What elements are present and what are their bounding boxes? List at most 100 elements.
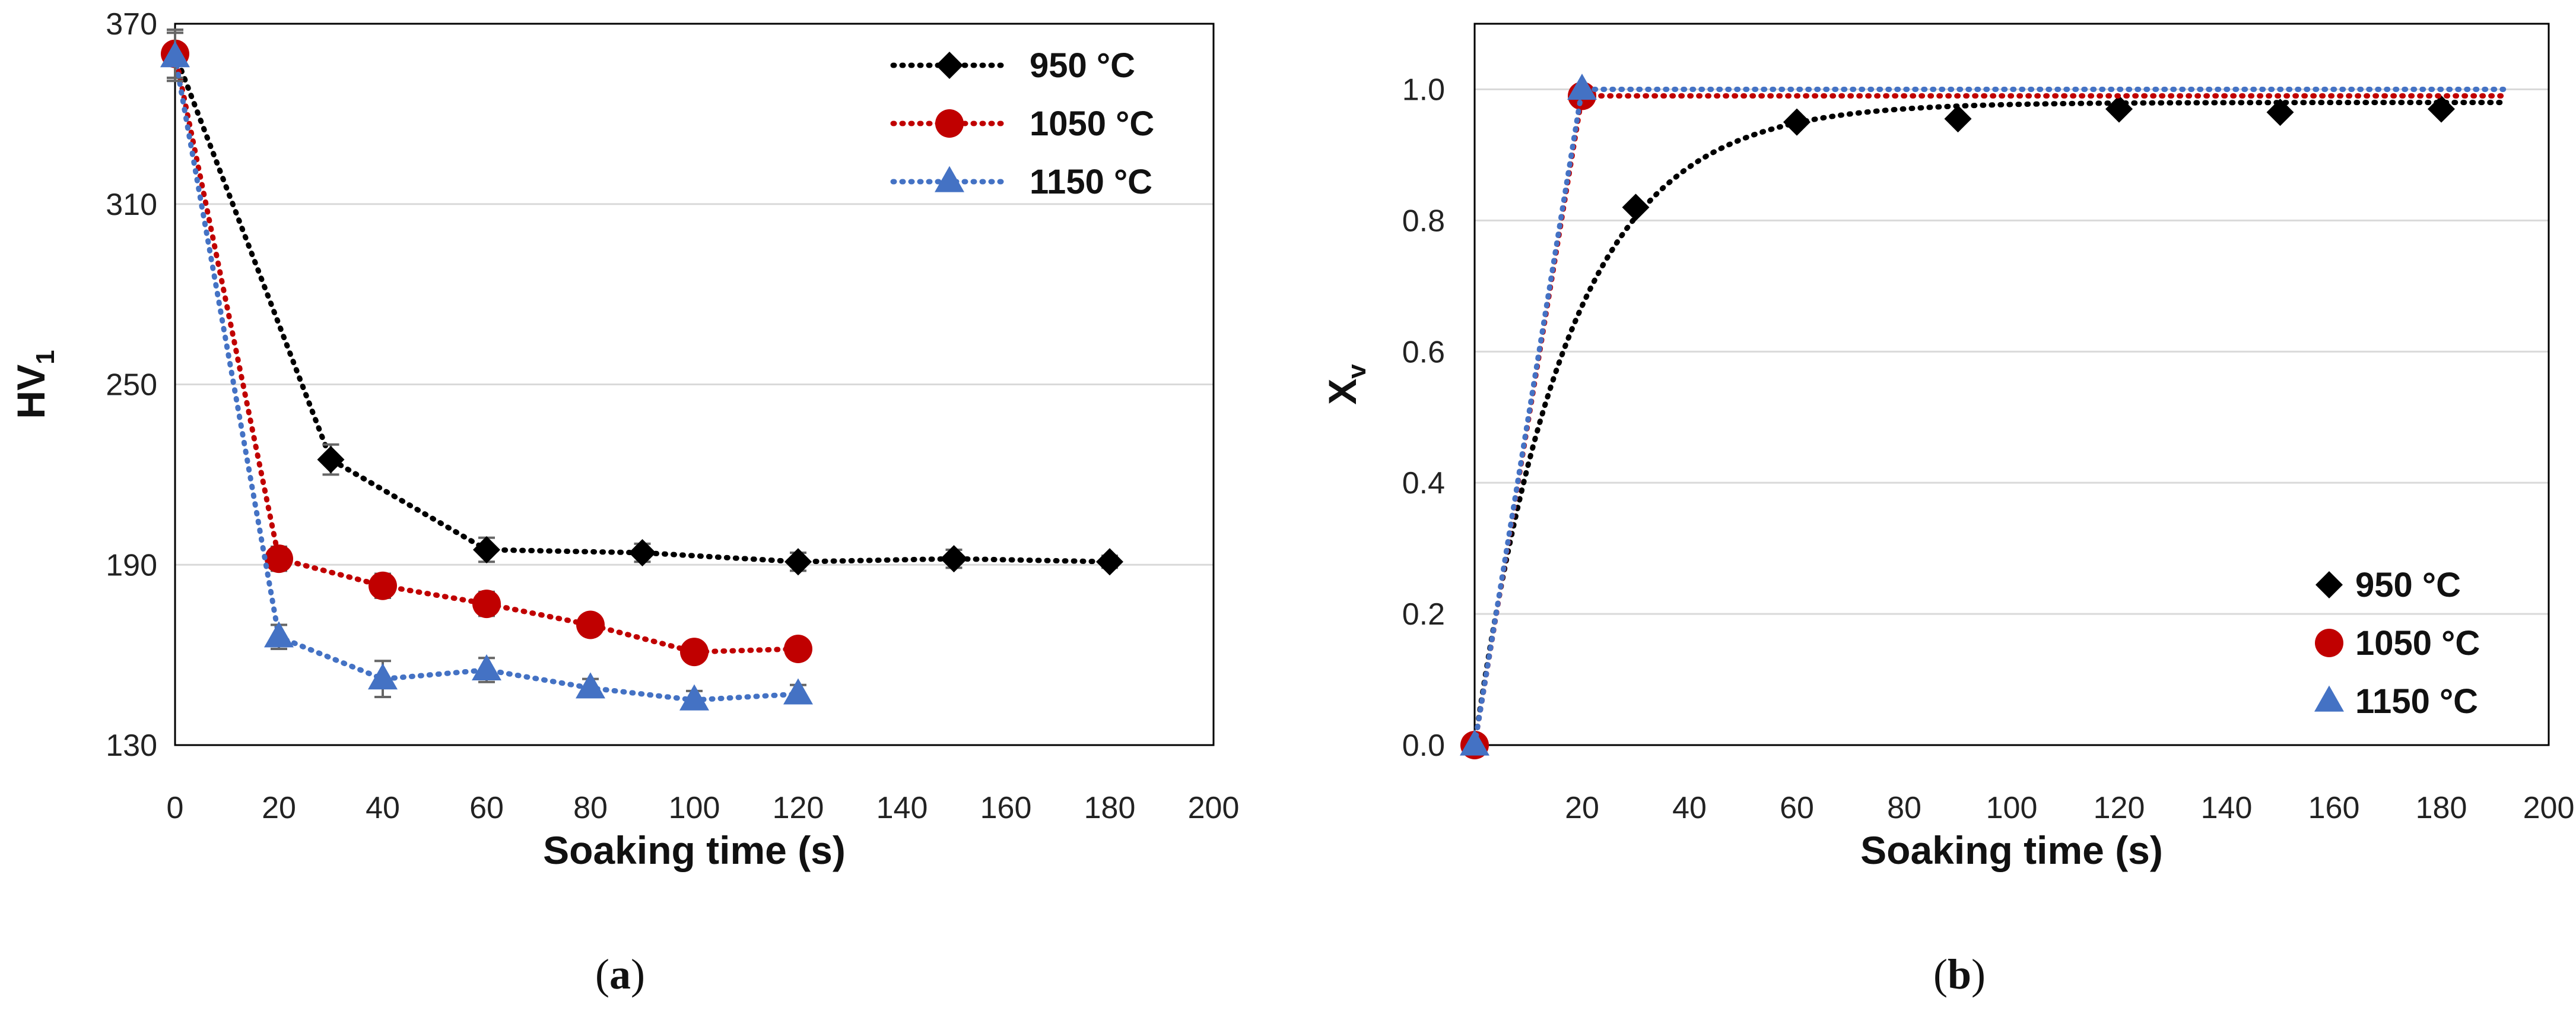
legend-label-0: 950 °C (2355, 566, 2461, 604)
data-point-0-2 (473, 536, 500, 563)
y-tick-label-3: 310 (106, 188, 157, 222)
data-point-0-3 (1944, 105, 1972, 133)
x-tick-label-0: 20 (1565, 791, 1599, 825)
x-axis-title: Soaking time (s) (543, 828, 846, 872)
legend-label-2: 1150 °C (1030, 163, 1152, 201)
panel-a-caption: (a) (595, 951, 645, 998)
data-point-0-1 (1622, 194, 1650, 221)
x-tick-label-2: 60 (1780, 791, 1814, 825)
data-point-0-6 (2428, 95, 2455, 123)
plot-frame (174, 23, 1215, 746)
x-tick-label-5: 120 (2094, 791, 2145, 825)
legend-marker-2 (2314, 685, 2344, 712)
panel-b-caption: (b) (1933, 951, 1986, 998)
data-point-2-4 (576, 672, 605, 699)
data-point-0-6 (1096, 548, 1123, 576)
data-point-0-4 (2105, 95, 2133, 123)
legend-marker-1 (935, 109, 964, 138)
y-axis-title: Xv (1320, 364, 1371, 405)
data-point-2-6 (783, 678, 813, 705)
data-point-0-5 (940, 545, 968, 573)
legend-marker-2 (935, 166, 964, 192)
fit-line-2 (1472, 86, 2509, 748)
legend-label-0: 950 °C (1030, 46, 1135, 85)
x-tick-label-3: 60 (469, 791, 504, 825)
x-tick-label-4: 100 (1986, 791, 2038, 825)
panel-a-caption-letter: a (609, 951, 631, 998)
x-tick-label-9: 200 (2523, 791, 2575, 825)
data-point-1-5 (680, 638, 709, 667)
data-point-1-4 (576, 610, 605, 639)
data-point-1-6 (784, 635, 812, 663)
x-tick-label-7: 140 (876, 791, 928, 825)
legend: 950 °C 1050 °C 1150 °C (890, 46, 1154, 201)
y-tick-label-5: 1.0 (1402, 72, 1445, 107)
x-tick-label-0: 0 (167, 791, 184, 825)
chart-panel-b: 0.0 0.2 0.4 0.6 0.8 1.0 20 40 60 80 100 120 140 160 18… (1320, 23, 2575, 872)
x-tick-label-6: 140 (2201, 791, 2253, 825)
y-axis-title-subscript: 1 (31, 350, 60, 364)
data-point-0-3 (628, 539, 656, 566)
data-point-0-5 (2266, 99, 2294, 126)
x-tick-label-1: 40 (1672, 791, 1707, 825)
y-tick-label-0: 0.0 (1402, 728, 1445, 763)
chart-panel-a: 130 190 250 310 370 0 20 40 60 80 100 120 140 160 180 2… (9, 7, 1239, 872)
legend-label-1: 1050 °C (2355, 624, 2480, 663)
x-axis-title: Soaking time (s) (1860, 828, 2163, 872)
series-2 (160, 31, 813, 711)
series-2 (1460, 74, 2509, 756)
data-point-2-5 (679, 684, 709, 711)
x-tick-label-5: 100 (669, 791, 720, 825)
legend-marker-1 (2315, 629, 2343, 657)
x-tick-label-9: 180 (1084, 791, 1136, 825)
data-point-2-1 (264, 621, 294, 648)
x-tick-label-8: 160 (980, 791, 1032, 825)
panel-b-caption-letter: b (1948, 951, 1971, 998)
plot-frame (1473, 23, 2550, 746)
data-point-2-3 (472, 654, 501, 681)
y-axis-title-main: X (1320, 379, 1364, 405)
data-point-2-2 (368, 663, 398, 690)
x-tick-label-1: 20 (262, 791, 296, 825)
series-0 (161, 28, 1123, 576)
y-tick-label-2: 0.4 (1402, 466, 1445, 500)
y-axis-title-subscript: v (1342, 364, 1371, 379)
x-tick-label-2: 40 (366, 791, 400, 825)
legend-marker-0 (2315, 571, 2343, 598)
y-tick-label-1: 190 (106, 548, 157, 582)
x-tick-label-10: 200 (1188, 791, 1240, 825)
y-axis-title-main: HV (9, 365, 53, 419)
data-point-2-1 (1567, 74, 1597, 100)
series-0 (1461, 95, 2509, 759)
x-tick-label-3: 80 (1887, 791, 1921, 825)
fit-line-0 (1472, 100, 2509, 748)
x-tick-label-6: 120 (773, 791, 824, 825)
y-tick-label-1: 0.2 (1402, 597, 1445, 632)
legend: 950 °C 1050 °C 1150 °C (2314, 566, 2480, 721)
y-tick-label-3: 0.6 (1402, 335, 1445, 369)
legend-marker-0 (936, 52, 963, 79)
y-axis-title: HV1 (9, 350, 60, 419)
data-point-1-2 (369, 571, 397, 600)
series-1 (161, 28, 812, 667)
data-point-0-2 (1783, 108, 1810, 136)
fit-line-1 (1472, 93, 2509, 748)
y-tick-label-4: 370 (106, 7, 157, 42)
y-tick-label-2: 250 (106, 368, 157, 403)
x-tick-label-7: 160 (2308, 791, 2360, 825)
legend-label-2: 1150 °C (2355, 682, 2478, 721)
data-point-2-0 (160, 41, 190, 68)
data-point-0-4 (784, 548, 812, 576)
legend-label-1: 1050 °C (1030, 104, 1154, 143)
data-point-1-3 (472, 590, 501, 619)
series-1 (1460, 81, 2509, 759)
x-tick-label-8: 180 (2416, 791, 2467, 825)
y-tick-label-0: 130 (106, 728, 157, 763)
series-line-0 (172, 51, 1113, 565)
data-point-0-1 (317, 446, 345, 474)
y-tick-label-4: 0.8 (1402, 204, 1445, 238)
data-point-2-0 (1460, 729, 1489, 756)
data-point-1-1 (265, 544, 293, 574)
x-tick-label-4: 80 (573, 791, 608, 825)
